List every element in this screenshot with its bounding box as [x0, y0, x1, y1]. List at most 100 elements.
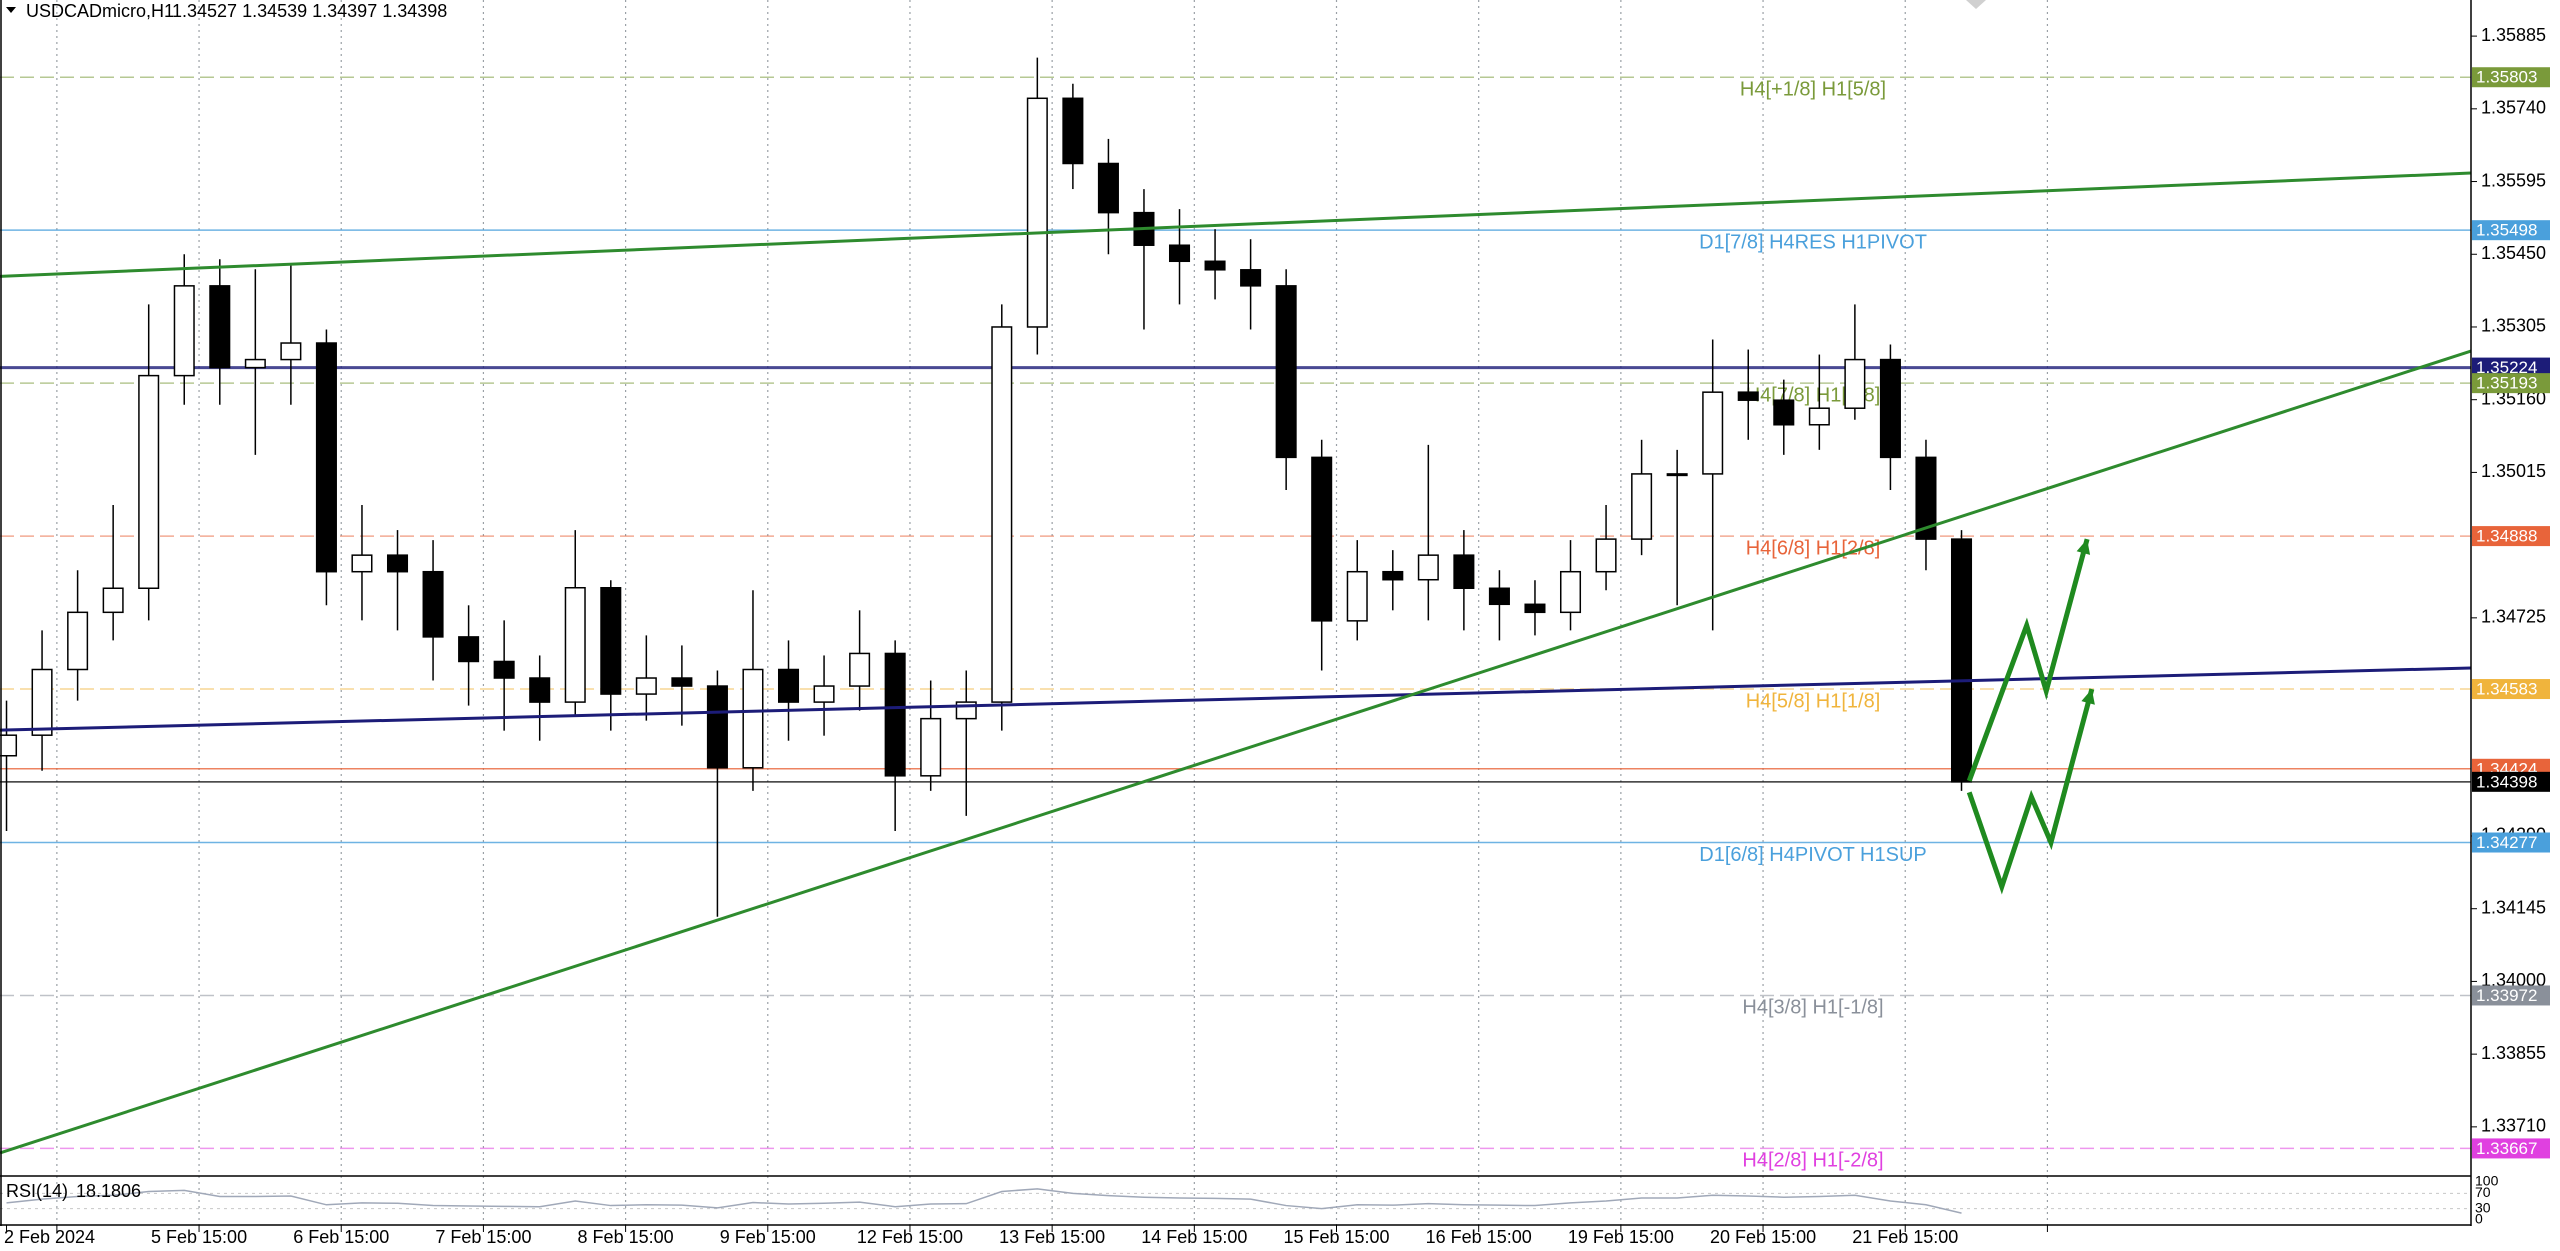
- candle-body: [67, 611, 89, 671]
- price-box-label: 1.34398: [2476, 772, 2537, 791]
- price-box-label: 1.35803: [2476, 68, 2537, 87]
- candle-body: [493, 660, 515, 679]
- x-tick-label: 13 Feb 15:00: [999, 1227, 1105, 1247]
- candle-body: [1417, 554, 1439, 581]
- candle-body: [1204, 260, 1226, 271]
- x-tick-label: 9 Feb 15:00: [720, 1227, 816, 1247]
- level-label: H4[2/8] H1[-2/8]: [1742, 1150, 1883, 1172]
- candle-body: [920, 717, 942, 777]
- candle-body: [991, 326, 1013, 703]
- rsi-tick-label: 0: [2475, 1211, 2483, 1227]
- candle-body: [0, 734, 18, 757]
- price-box: [2472, 220, 2550, 241]
- trendline: [1966, 538, 2090, 782]
- y-tick-label: 1.34145: [2481, 897, 2546, 917]
- candle-body: [529, 677, 551, 703]
- candle-body: [31, 668, 53, 736]
- arrow-head: [2076, 539, 2091, 555]
- y-tick-label: 1.35305: [2481, 316, 2546, 336]
- rsi-value: 18.1806: [76, 1181, 141, 1201]
- candle-body: [1915, 456, 1937, 540]
- candle-body: [244, 358, 266, 369]
- y-tick-label: 1.35160: [2481, 388, 2546, 408]
- candle-body: [138, 374, 160, 590]
- candle-body: [173, 285, 195, 377]
- candle-body: [1382, 570, 1404, 581]
- candle-body: [1844, 358, 1866, 409]
- candle-body: [1808, 407, 1830, 426]
- candle-body: [280, 342, 302, 361]
- candle-body: [1311, 456, 1333, 622]
- candle-body: [1737, 391, 1759, 401]
- level-label: H4[+1/8] H1[5/8]: [1740, 79, 1886, 101]
- candle-body: [884, 652, 906, 777]
- price-box: [2472, 373, 2550, 394]
- level-label: H4[5/8] H1[1/8]: [1746, 690, 1881, 712]
- trendline: [0, 349, 2472, 1155]
- price-box: [2472, 679, 2550, 700]
- rsi-tick-label: 30: [2475, 1199, 2491, 1215]
- menu-triangle[interactable]: [6, 7, 16, 13]
- candle-body: [315, 342, 337, 573]
- grid-layer: [56, 0, 2049, 1225]
- x-tick-label: 7 Feb 15:00: [435, 1227, 531, 1247]
- candle-body: [1453, 554, 1475, 590]
- rsi-tick-label: 100: [2475, 1173, 2499, 1189]
- level-label: D1[7/8] H4RES H1PIVOT: [1699, 231, 1927, 253]
- x-tick-label: 8 Feb 15:00: [578, 1227, 674, 1247]
- x-tick-label: 14 Feb 15:00: [1141, 1227, 1247, 1247]
- price-box: [2472, 832, 2550, 853]
- y-tick-label: 1.34725: [2481, 607, 2546, 627]
- candle-body: [386, 554, 409, 573]
- candle-body: [1666, 473, 1688, 477]
- trendline: [0, 171, 2472, 278]
- candle-body: [849, 652, 871, 687]
- x-tick-label: 21 Feb 15:00: [1852, 1227, 1958, 1247]
- level-label: H4[3/8] H1[-1/8]: [1742, 997, 1883, 1019]
- quote-text: 1.34527 1.34539 1.34397 1.34398: [172, 1, 447, 21]
- price-box-label: 1.33667: [2476, 1139, 2537, 1158]
- y-tick-label: 1.34000: [2481, 970, 2546, 990]
- price-box-label: 1.34277: [2476, 833, 2537, 852]
- candle-body: [1026, 97, 1048, 328]
- candle-body: [671, 677, 693, 687]
- candle-body: [351, 554, 373, 573]
- candle-body: [1595, 538, 1617, 573]
- candle-body: [813, 685, 835, 703]
- arrow-head: [2081, 689, 2095, 705]
- candle-body: [458, 636, 480, 663]
- rsi-name: RSI(14): [6, 1181, 68, 1201]
- chart-title: USDCADmicro,H1: [26, 1, 174, 21]
- candle-body: [600, 587, 622, 695]
- x-tick-label: 6 Feb 15:00: [293, 1227, 389, 1247]
- x-tick-label: 20 Feb 15:00: [1710, 1227, 1816, 1247]
- candle-body: [1240, 269, 1262, 287]
- candle-body: [1346, 570, 1368, 622]
- level-label: D1[6/8] H4PIVOT H1SUP: [1699, 844, 1927, 866]
- candle-body: [706, 685, 728, 769]
- candle-body: [1879, 358, 1901, 459]
- price-box: [2472, 357, 2550, 378]
- candle-body: [1168, 244, 1191, 263]
- candle-body: [1275, 285, 1297, 459]
- y-tick-label: 1.35015: [2481, 461, 2546, 481]
- candle-body: [1524, 603, 1546, 614]
- trendlines-layer: [0, 171, 2472, 1155]
- x-tick-label: 19 Feb 15:00: [1568, 1227, 1674, 1247]
- candle-body: [1488, 587, 1510, 606]
- price-box-label: 1.35498: [2476, 221, 2537, 240]
- price-box: [2472, 771, 2550, 792]
- y-tick-label: 1.33710: [2481, 1116, 2546, 1136]
- candle-body: [1559, 570, 1582, 614]
- candle-body: [1631, 473, 1653, 540]
- y-tick-label: 1.35885: [2481, 25, 2546, 45]
- candle-body: [1062, 97, 1084, 165]
- candle-body: [1950, 538, 1973, 783]
- candles-layer: [0, 57, 1973, 917]
- candle-body: [777, 668, 800, 703]
- price-box-label: 1.34583: [2476, 680, 2537, 699]
- price-box: [2472, 1138, 2550, 1159]
